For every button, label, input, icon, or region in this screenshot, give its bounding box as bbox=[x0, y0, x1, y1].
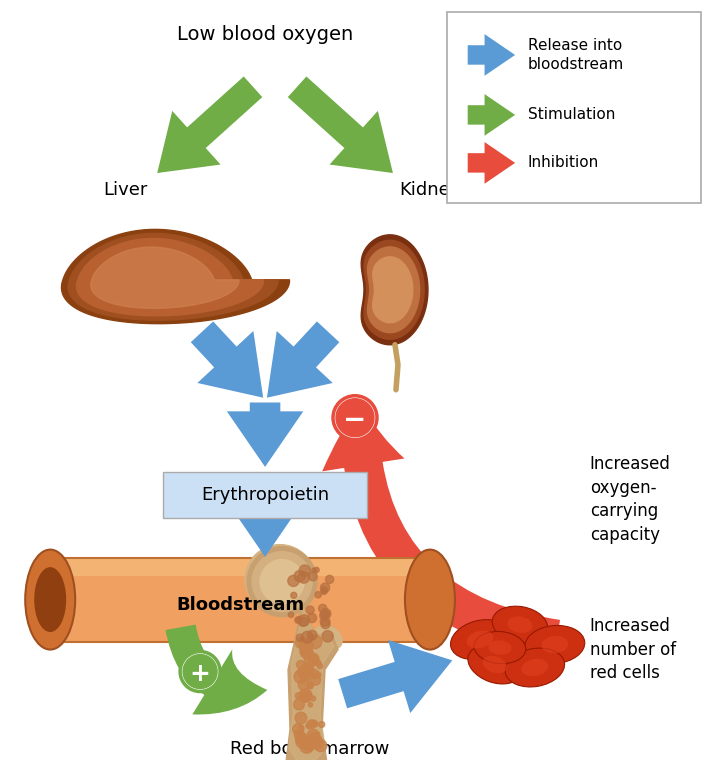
Circle shape bbox=[320, 611, 329, 620]
FancyBboxPatch shape bbox=[50, 558, 430, 575]
FancyBboxPatch shape bbox=[50, 558, 430, 642]
Circle shape bbox=[307, 613, 317, 622]
FancyArrowPatch shape bbox=[267, 321, 339, 398]
Text: Erythropoietin: Erythropoietin bbox=[201, 486, 329, 504]
FancyBboxPatch shape bbox=[447, 12, 701, 203]
Circle shape bbox=[260, 559, 304, 603]
Circle shape bbox=[308, 635, 322, 648]
Circle shape bbox=[293, 724, 304, 734]
Circle shape bbox=[300, 691, 312, 702]
Ellipse shape bbox=[525, 626, 584, 664]
Circle shape bbox=[247, 546, 317, 616]
Circle shape bbox=[320, 616, 330, 626]
Circle shape bbox=[298, 668, 305, 676]
Ellipse shape bbox=[405, 549, 455, 650]
Ellipse shape bbox=[314, 626, 342, 650]
Circle shape bbox=[298, 572, 309, 583]
Ellipse shape bbox=[450, 619, 509, 660]
Circle shape bbox=[314, 740, 327, 752]
Circle shape bbox=[306, 723, 312, 729]
Ellipse shape bbox=[467, 631, 493, 648]
Circle shape bbox=[311, 696, 316, 701]
Circle shape bbox=[314, 567, 319, 572]
Circle shape bbox=[315, 660, 321, 666]
Text: Increased
oxygen-
carrying
capacity: Increased oxygen- carrying capacity bbox=[590, 455, 670, 544]
Circle shape bbox=[323, 610, 329, 617]
Circle shape bbox=[294, 670, 307, 683]
FancyArrowPatch shape bbox=[227, 403, 303, 467]
Circle shape bbox=[295, 617, 301, 623]
Circle shape bbox=[300, 645, 311, 656]
Ellipse shape bbox=[492, 607, 548, 643]
Circle shape bbox=[304, 648, 313, 658]
Circle shape bbox=[296, 616, 302, 622]
FancyArrowPatch shape bbox=[166, 625, 267, 715]
Circle shape bbox=[295, 736, 302, 743]
Circle shape bbox=[321, 583, 330, 592]
Polygon shape bbox=[77, 238, 264, 316]
Text: Increased
number of
red cells: Increased number of red cells bbox=[590, 617, 676, 682]
Circle shape bbox=[308, 702, 312, 707]
Circle shape bbox=[305, 653, 318, 667]
FancyBboxPatch shape bbox=[163, 472, 367, 517]
Circle shape bbox=[317, 663, 323, 669]
Circle shape bbox=[298, 615, 309, 626]
Circle shape bbox=[307, 683, 314, 689]
FancyArrowPatch shape bbox=[157, 76, 262, 173]
Text: Low blood oxygen: Low blood oxygen bbox=[177, 25, 353, 44]
Circle shape bbox=[321, 589, 326, 594]
Circle shape bbox=[311, 673, 315, 678]
Circle shape bbox=[180, 651, 220, 692]
Circle shape bbox=[312, 568, 317, 572]
Circle shape bbox=[336, 399, 374, 437]
FancyArrowPatch shape bbox=[191, 321, 263, 398]
FancyArrowPatch shape bbox=[338, 640, 453, 713]
Ellipse shape bbox=[483, 656, 507, 673]
Circle shape bbox=[288, 575, 299, 587]
Circle shape bbox=[311, 720, 317, 727]
Ellipse shape bbox=[474, 632, 526, 664]
Circle shape bbox=[301, 632, 313, 643]
Circle shape bbox=[316, 732, 319, 736]
Circle shape bbox=[298, 733, 307, 743]
FancyArrowPatch shape bbox=[467, 34, 515, 76]
Circle shape bbox=[298, 668, 307, 677]
Circle shape bbox=[293, 699, 305, 710]
Circle shape bbox=[307, 729, 319, 741]
Text: Liver: Liver bbox=[103, 181, 147, 199]
Circle shape bbox=[309, 684, 313, 689]
Circle shape bbox=[288, 612, 294, 617]
Circle shape bbox=[326, 575, 333, 584]
Circle shape bbox=[298, 679, 309, 690]
Circle shape bbox=[309, 669, 319, 678]
Circle shape bbox=[299, 689, 312, 702]
Circle shape bbox=[302, 666, 312, 675]
Text: Stimulation: Stimulation bbox=[528, 107, 615, 123]
Circle shape bbox=[308, 653, 319, 664]
Circle shape bbox=[310, 738, 315, 743]
Circle shape bbox=[300, 645, 307, 651]
Circle shape bbox=[299, 725, 304, 730]
Circle shape bbox=[319, 604, 327, 613]
Circle shape bbox=[296, 736, 308, 748]
Circle shape bbox=[322, 631, 333, 642]
Ellipse shape bbox=[541, 636, 568, 653]
Circle shape bbox=[306, 606, 314, 614]
Polygon shape bbox=[361, 235, 428, 345]
Polygon shape bbox=[364, 240, 424, 339]
Circle shape bbox=[252, 552, 312, 612]
FancyArrowPatch shape bbox=[467, 142, 515, 183]
Ellipse shape bbox=[468, 645, 522, 684]
Circle shape bbox=[315, 672, 321, 678]
Circle shape bbox=[300, 740, 314, 753]
Circle shape bbox=[333, 396, 377, 440]
Text: Red bone marrow: Red bone marrow bbox=[231, 740, 390, 759]
Circle shape bbox=[309, 733, 318, 741]
Text: Bloodstream: Bloodstream bbox=[176, 596, 304, 613]
Text: Kidney: Kidney bbox=[399, 181, 460, 199]
Circle shape bbox=[307, 745, 313, 751]
Circle shape bbox=[301, 738, 313, 750]
Circle shape bbox=[299, 565, 310, 576]
Circle shape bbox=[295, 693, 302, 699]
